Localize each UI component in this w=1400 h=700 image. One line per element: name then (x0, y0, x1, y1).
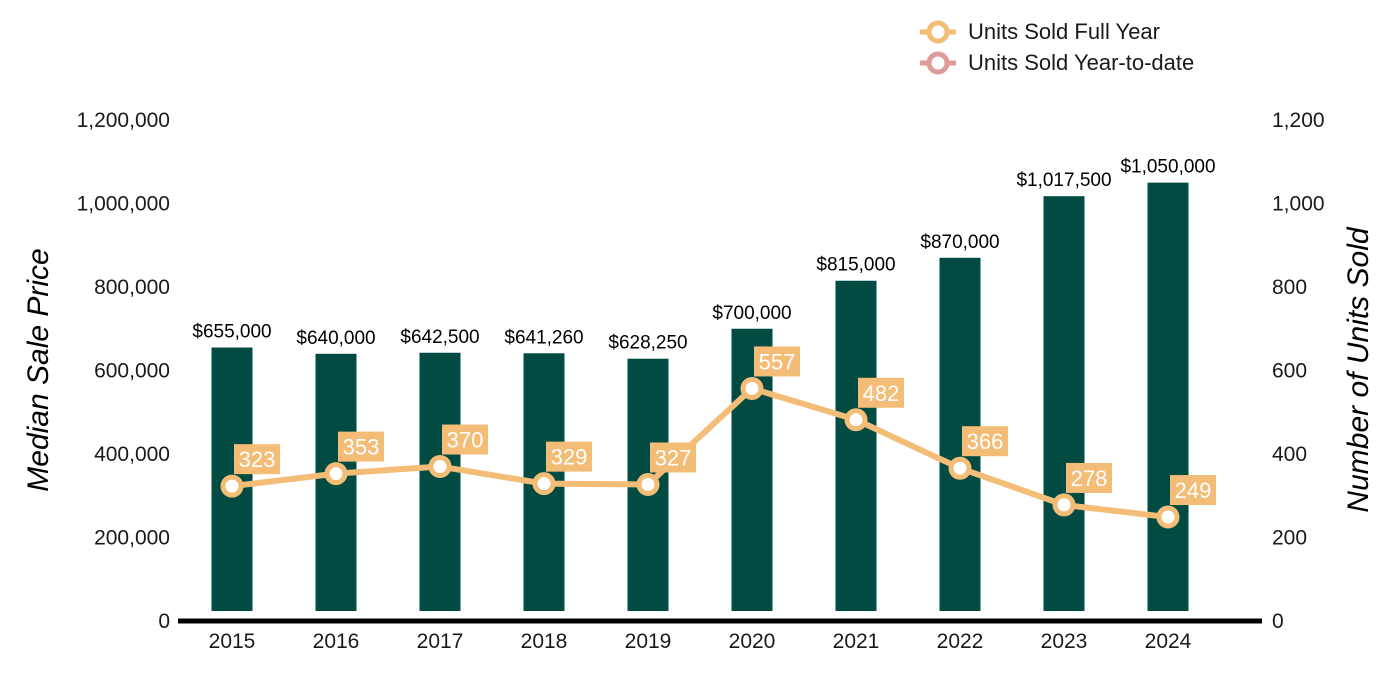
units-line-series (220, 376, 1180, 529)
units-label-box (1066, 462, 1112, 493)
right-axis-tick-label: 600 (1272, 360, 1307, 383)
units-label-box (858, 377, 904, 408)
left-axis-tick-label: 800,000 (94, 276, 170, 299)
units-label-text: 557 (759, 349, 796, 374)
units-data-label: 323 (234, 444, 280, 475)
price-bar (835, 280, 877, 611)
units-point (428, 455, 452, 479)
price-bar-label: $628,250 (608, 333, 687, 354)
legend-label-full-year: Units Sold Full Year (968, 19, 1160, 44)
left-axis-title: Median Sale Price (22, 248, 55, 491)
units-data-label: 278 (1066, 462, 1112, 493)
right-axis-tick-label: 1,000 (1272, 193, 1325, 216)
units-data-label: 327 (650, 442, 696, 473)
left-axis-tick-label: 0 (158, 610, 170, 633)
left-axis-ticks: 0 200,000 400,000 600,000 800,000 1,000,000 1,… (77, 109, 170, 633)
units-label-box (962, 426, 1008, 457)
units-label-box (546, 441, 592, 472)
units-point (948, 456, 972, 480)
left-axis-tick-label: 1,200,000 (77, 109, 170, 132)
price-bar-label: $700,000 (712, 303, 791, 324)
right-axis-tick-label: 1,200 (1272, 109, 1325, 132)
units-label-text: 370 (447, 428, 484, 453)
units-line-path (231, 385, 1169, 521)
units-point (1156, 505, 1180, 529)
left-axis-tick-label: 200,000 (94, 527, 170, 550)
units-label-box (650, 442, 696, 473)
right-axis-tick-label: 800 (1272, 276, 1307, 299)
units-point (324, 462, 348, 486)
price-bar-label: $1,017,500 (1016, 170, 1111, 191)
x-axis-tick-label: 2015 (209, 630, 256, 653)
units-point (740, 376, 764, 400)
price-bar-label: $815,000 (816, 255, 895, 276)
price-bar-label: $655,000 (192, 322, 271, 343)
units-label-text: 278 (1071, 466, 1108, 491)
x-axis-ticks: 2015 2016 2017 2018 2019 2020 2021 2022 2023 2024 (209, 630, 1192, 653)
x-axis-tick-label: 2023 (1041, 630, 1088, 653)
x-axis-tick-label: 2018 (521, 630, 568, 653)
x-axis-tick-label: 2016 (313, 630, 360, 653)
units-label-text: 366 (967, 429, 1004, 454)
price-bar-labels: $655,000 $640,000 $642,500 $641,260 $628,250… (192, 157, 1215, 354)
units-label-text: 353 (343, 435, 380, 460)
left-axis-tick-label: 400,000 (94, 443, 170, 466)
left-axis-tick-label: 600,000 (94, 360, 170, 383)
left-axis-tick-label: 1,000,000 (77, 193, 170, 216)
price-bar-label: $870,000 (920, 232, 999, 253)
price-bar-label: $1,050,000 (1120, 157, 1215, 178)
units-label-box (1170, 475, 1216, 506)
units-data-label: 329 (546, 441, 592, 472)
price-bars (211, 182, 1189, 611)
legend-item-ytd: Units Sold Year-to-date (920, 50, 1194, 75)
right-axis-title: Number of Units Sold (1342, 226, 1375, 512)
legend: Units Sold Full Year Units Sold Year-to-… (920, 19, 1194, 75)
units-point (220, 474, 244, 498)
units-data-labels: 323 353 370 329 327 557 482 366 278 249 (234, 346, 1216, 506)
price-bar-label: $641,260 (504, 327, 583, 348)
legend-item-full-year: Units Sold Full Year (920, 19, 1160, 44)
legend-label-ytd: Units Sold Year-to-date (968, 50, 1194, 75)
price-bar (1043, 196, 1085, 611)
price-bar (419, 352, 461, 611)
price-bar-label: $640,000 (296, 328, 375, 349)
units-point (636, 472, 660, 496)
right-axis-tick-label: 200 (1272, 527, 1307, 550)
x-axis-tick-label: 2022 (937, 630, 984, 653)
units-data-label: 557 (754, 346, 800, 377)
x-axis-tick-label: 2019 (625, 630, 672, 653)
legend-marker-full-year (926, 20, 950, 44)
units-label-box (754, 346, 800, 377)
right-axis-tick-label: 400 (1272, 443, 1307, 466)
units-label-box (442, 424, 488, 455)
units-label-text: 329 (551, 445, 588, 470)
price-bar-label: $642,500 (400, 327, 479, 348)
units-label-box (234, 444, 280, 475)
units-point (532, 472, 556, 496)
right-axis-tick-label: 0 (1272, 610, 1284, 633)
x-axis-tick-label: 2021 (833, 630, 880, 653)
units-label-text: 482 (863, 381, 900, 406)
units-data-label: 370 (442, 424, 488, 455)
units-label-text: 323 (239, 447, 276, 472)
units-label-box (338, 431, 384, 462)
units-label-text: 327 (655, 445, 692, 470)
units-data-label: 353 (338, 431, 384, 462)
x-axis-tick-label: 2017 (417, 630, 464, 653)
x-axis-tick-label: 2024 (1145, 630, 1192, 653)
right-axis-ticks: 0 200 400 600 800 1,000 1,200 (1272, 109, 1325, 633)
units-label-text: 249 (1175, 478, 1212, 503)
units-data-label: 249 (1170, 475, 1216, 506)
units-point (844, 408, 868, 432)
units-data-label: 482 (858, 377, 904, 408)
units-point (1052, 493, 1076, 517)
legend-marker-ytd (926, 51, 950, 75)
price-bar (1147, 182, 1189, 611)
x-axis-tick-label: 2020 (729, 630, 776, 653)
units-data-label: 366 (962, 426, 1008, 457)
